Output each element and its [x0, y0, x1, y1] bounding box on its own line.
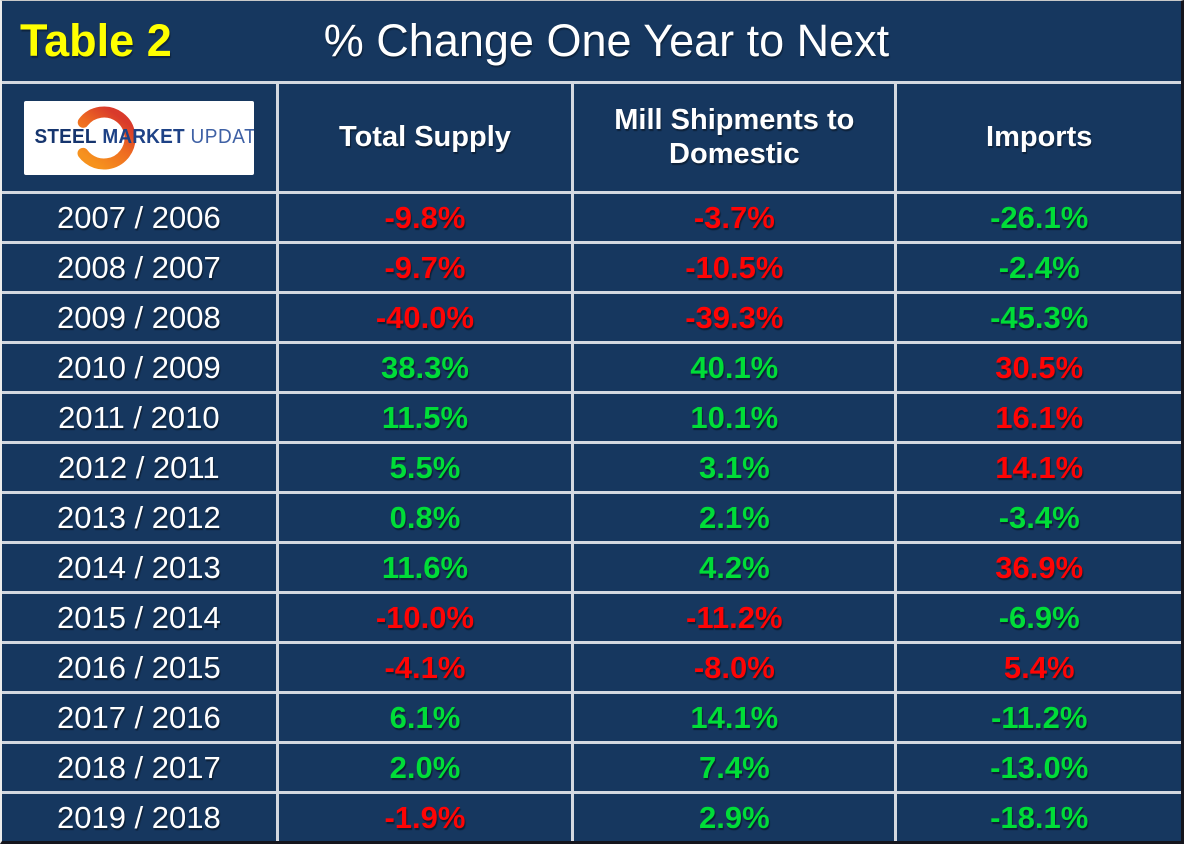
logo-cell: STEEL MARKET UPDATE — [2, 84, 276, 191]
value-cell-mill-shipments: -3.7% — [574, 194, 895, 241]
year-cell: 2018 / 2017 — [2, 744, 276, 791]
data-table: STEEL MARKET UPDATE Total Supply Mill Sh… — [2, 84, 1181, 841]
table-number-label: Table 2 — [20, 15, 172, 66]
value-cell-mill-shipments: 7.4% — [574, 744, 895, 791]
value-cell-total-supply: -40.0% — [278, 294, 572, 341]
year-cell: 2007 / 2006 — [2, 194, 276, 241]
value-cell-imports: 5.4% — [897, 644, 1181, 691]
value-cell-imports: -11.2% — [897, 694, 1181, 741]
value-cell-mill-shipments: -11.2% — [574, 594, 895, 641]
value-cell-imports: -3.4% — [897, 494, 1181, 541]
value-cell-mill-shipments: -8.0% — [574, 644, 895, 691]
steel-market-update-logo: STEEL MARKET UPDATE — [23, 100, 254, 175]
value-cell-imports: 16.1% — [897, 394, 1181, 441]
value-cell-total-supply: 5.5% — [278, 444, 572, 491]
value-cell-imports: -45.3% — [897, 294, 1181, 341]
value-cell-total-supply: 11.5% — [278, 394, 572, 441]
value-cell-total-supply: -1.9% — [278, 794, 572, 841]
year-cell: 2013 / 2012 — [2, 494, 276, 541]
value-cell-mill-shipments: -10.5% — [574, 244, 895, 291]
value-cell-imports: -6.9% — [897, 594, 1181, 641]
value-cell-mill-shipments: 10.1% — [574, 394, 895, 441]
value-cell-total-supply: 0.8% — [278, 494, 572, 541]
value-cell-total-supply: 6.1% — [278, 694, 572, 741]
value-cell-imports: -26.1% — [897, 194, 1181, 241]
year-cell: 2016 / 2015 — [2, 644, 276, 691]
value-cell-imports: -2.4% — [897, 244, 1181, 291]
value-cell-imports: -13.0% — [897, 744, 1181, 791]
value-cell-mill-shipments: 2.9% — [574, 794, 895, 841]
value-cell-total-supply: 38.3% — [278, 344, 572, 391]
value-cell-total-supply: -10.0% — [278, 594, 572, 641]
title-bar: Table 2 % Change One Year to Next — [2, 1, 1181, 84]
column-header-imports: Imports — [897, 84, 1181, 191]
year-cell: 2015 / 2014 — [2, 594, 276, 641]
value-cell-total-supply: -9.8% — [278, 194, 572, 241]
value-cell-total-supply: -4.1% — [278, 644, 572, 691]
year-cell: 2011 / 2010 — [2, 394, 276, 441]
value-cell-mill-shipments: 4.2% — [574, 544, 895, 591]
year-cell: 2019 / 2018 — [2, 794, 276, 841]
logo-word-steel: STEEL — [34, 126, 97, 148]
year-cell: 2010 / 2009 — [2, 344, 276, 391]
value-cell-imports: 36.9% — [897, 544, 1181, 591]
column-header-mill-shipments: Mill Shipments to Domestic — [574, 84, 895, 191]
value-cell-imports: -18.1% — [897, 794, 1181, 841]
page-title: % Change One Year to Next — [323, 15, 890, 66]
year-cell: 2017 / 2016 — [2, 694, 276, 741]
year-cell: 2014 / 2013 — [2, 544, 276, 591]
value-cell-total-supply: 2.0% — [278, 744, 572, 791]
logo-word-update: UPDATE — [190, 126, 254, 148]
value-cell-mill-shipments: -39.3% — [574, 294, 895, 341]
value-cell-imports: 14.1% — [897, 444, 1181, 491]
value-cell-mill-shipments: 2.1% — [574, 494, 895, 541]
year-cell: 2009 / 2008 — [2, 294, 276, 341]
year-cell: 2008 / 2007 — [2, 244, 276, 291]
logo-crescent-icon — [72, 106, 136, 169]
value-cell-imports: 30.5% — [897, 344, 1181, 391]
value-cell-total-supply: -9.7% — [278, 244, 572, 291]
value-cell-mill-shipments: 40.1% — [574, 344, 895, 391]
value-cell-total-supply: 11.6% — [278, 544, 572, 591]
logo-wordmark: STEEL MARKET UPDATE — [24, 101, 254, 175]
column-header-total-supply: Total Supply — [278, 84, 572, 191]
value-cell-mill-shipments: 14.1% — [574, 694, 895, 741]
year-cell: 2012 / 2011 — [2, 444, 276, 491]
logo-word-market: MARKET — [102, 126, 185, 148]
value-cell-mill-shipments: 3.1% — [574, 444, 895, 491]
